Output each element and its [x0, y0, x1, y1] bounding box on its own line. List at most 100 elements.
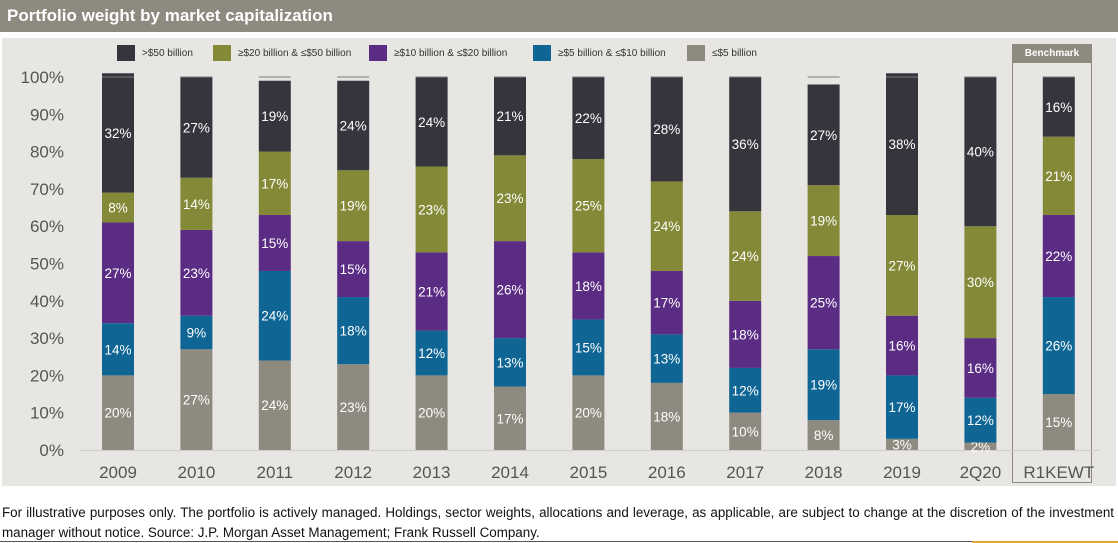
x-tick-label: 2012: [334, 463, 372, 482]
benchmark-box: [1012, 63, 1092, 483]
legend-item-lt5: ≤$5 billion: [687, 45, 757, 61]
bar-segment: [1042, 77, 1075, 137]
bar-segment: [886, 315, 918, 376]
bar-segment: [494, 241, 526, 339]
data-label: 15%: [1045, 415, 1072, 430]
bar-segment: [258, 360, 291, 450]
bar-segment: [102, 222, 134, 324]
bar-segment: [1042, 215, 1075, 298]
data-label: 27%: [104, 266, 131, 281]
bar-segment: [1042, 394, 1075, 450]
bar-segment: [180, 229, 213, 316]
data-label: 16%: [967, 361, 994, 376]
data-label: 20%: [575, 406, 602, 421]
data-label: 30%: [967, 275, 994, 290]
bar-stack-2017: 10% 12% 18% 24% 36%: [729, 76, 762, 450]
title-bar: Portfolio weight by market capitalizatio…: [0, 0, 1118, 32]
bar-segment: [886, 375, 918, 439]
bar-segment: [729, 367, 762, 413]
bar-segment: [180, 177, 213, 230]
data-label: 21%: [418, 284, 445, 299]
bar-segment: [494, 77, 526, 156]
x-tick-label: 2013: [413, 463, 451, 482]
bar-segment: [572, 77, 605, 160]
bar-stack-2013: 20% 12% 21% 23% 24%: [415, 76, 448, 450]
stacked-bar-chart: 0%10%20%30%40%50%60%70%80%90%100%20%14%2…: [21, 68, 1100, 482]
data-label: 9%: [187, 326, 207, 341]
bar-segment: [337, 170, 370, 242]
footer-accent-line: [972, 541, 1118, 543]
data-label: 24%: [340, 118, 367, 133]
bar-stack-2Q20: 2% 12% 16% 30% 40%: [964, 76, 997, 454]
legend-item-gt50: >$50 billion: [117, 45, 193, 61]
bar-segment: [337, 297, 370, 365]
bar-segment: [1042, 297, 1075, 395]
data-label: 19%: [810, 214, 837, 229]
bar-segment: [102, 375, 134, 450]
bar-segment: [415, 166, 448, 253]
bar-segment: [729, 412, 762, 450]
legend-label: ≥$5 billion & ≤$10 billion: [558, 47, 666, 59]
bar-segment: [258, 215, 291, 271]
y-tick-label: 70%: [30, 180, 64, 199]
bar-stack-2019: 3% 17% 16% 27% 38%: [886, 73, 918, 452]
data-label: 23%: [418, 202, 445, 217]
data-label: 17%: [496, 411, 523, 426]
bar-segment: [258, 80, 291, 152]
bar-segment: [494, 155, 526, 242]
data-label: 8%: [814, 428, 834, 443]
legend-swatch-10to20: [369, 45, 387, 61]
x-tick-label: 2019: [883, 463, 921, 482]
x-tick-label: 2011: [257, 463, 294, 482]
data-label: 24%: [261, 398, 288, 413]
bar-stack-2015: 20% 15% 18% 25% 22%: [572, 76, 605, 450]
data-label: 17%: [261, 176, 288, 191]
data-label: 18%: [340, 324, 367, 339]
bar-segment: [102, 192, 134, 223]
data-label: 15%: [575, 340, 602, 355]
data-label: 23%: [496, 191, 523, 206]
legend-label: ≥$20 billion & ≤$50 billion: [238, 47, 352, 59]
data-label: 24%: [418, 115, 445, 130]
chart-title: Portfolio weight by market capitalizatio…: [7, 6, 333, 25]
bar-segment: [337, 364, 370, 450]
bar-stack-2018: 8% 19% 25% 19% 27%: [807, 76, 840, 450]
data-label: 13%: [653, 352, 680, 367]
bar-segment: [807, 256, 840, 350]
data-label: 3%: [892, 437, 912, 452]
x-tick-label: 2Q20: [960, 463, 1002, 482]
x-tick-label: 2009: [99, 463, 137, 482]
data-label: 12%: [418, 346, 445, 361]
data-label: 21%: [496, 109, 523, 124]
benchmark-header: Benchmark: [1012, 44, 1092, 63]
bar-segment: [886, 438, 918, 450]
bar-segment: [572, 319, 605, 376]
bar-stack-2011: 24% 24% 15% 17% 19%: [258, 76, 291, 450]
x-tick-label: 2015: [569, 463, 607, 482]
y-tick-label: 0%: [39, 441, 64, 460]
x-tick-label: 2018: [805, 463, 843, 482]
bar-segment: [337, 241, 370, 298]
bar-segment: [964, 397, 997, 443]
data-label: 27%: [810, 128, 837, 143]
y-tick-label: 30%: [30, 329, 64, 348]
bar-segment: [415, 330, 448, 376]
y-tick-label: 100%: [21, 68, 64, 87]
data-label: 26%: [496, 283, 523, 298]
data-label: 12%: [732, 383, 759, 398]
legend-swatch-gt50: [117, 45, 135, 61]
data-label: 20%: [104, 406, 131, 421]
bar-segment: [729, 77, 762, 212]
bar-segment: [572, 252, 605, 320]
bar-segment: [650, 382, 683, 450]
bar-segment: [650, 77, 683, 182]
bar-segment: [807, 349, 840, 421]
y-tick-label: 40%: [30, 292, 64, 311]
legend-item-5to10: ≥$5 billion & ≤$10 billion: [533, 45, 666, 61]
footer-divider: [0, 541, 1035, 542]
bar-segment: [886, 215, 918, 316]
data-label: 26%: [1045, 339, 1072, 354]
bar-segment: [258, 151, 291, 216]
legend-label: ≥$10 billion & ≤$20 billion: [394, 47, 508, 59]
bar-segment: [494, 338, 526, 387]
